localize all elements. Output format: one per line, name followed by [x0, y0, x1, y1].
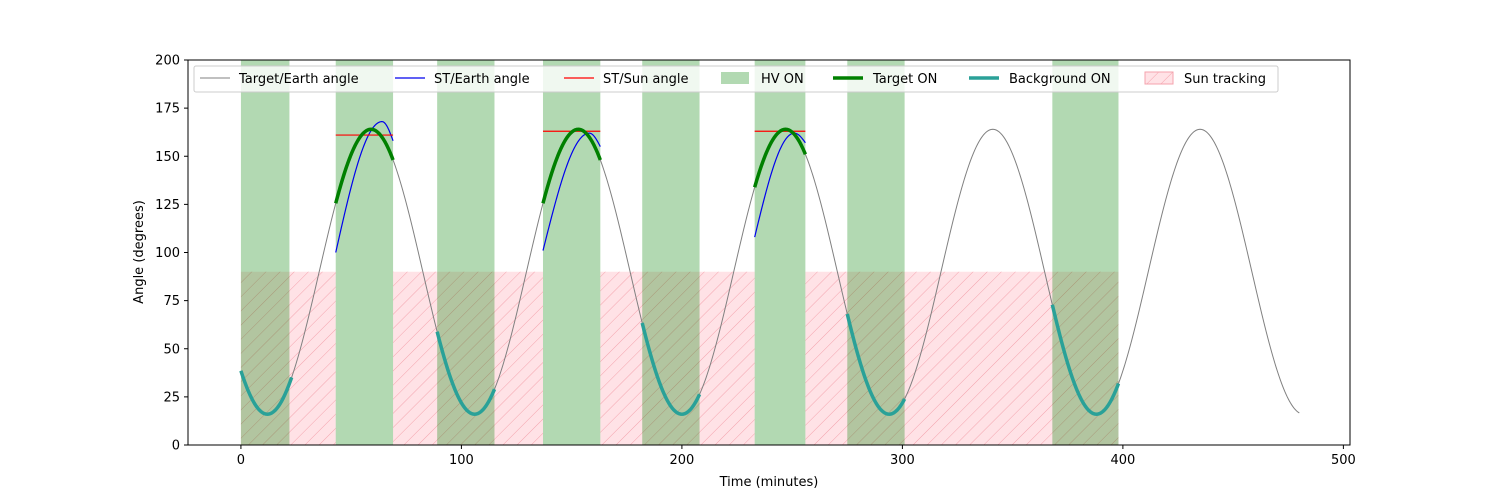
legend-label: Sun tracking: [1184, 72, 1266, 87]
series-lines: [239, 120, 1300, 416]
hv-on-span: [240, 60, 290, 445]
legend-label: Background ON: [1009, 72, 1111, 87]
legend-swatch: [721, 72, 749, 84]
background-on-segment: [640, 322, 702, 416]
x-tick-label: 500: [1331, 453, 1356, 468]
legend-label: ST/Sun angle: [603, 72, 689, 87]
sun-tracking-hatch: [393, 271, 543, 445]
legend-box: [193, 65, 1279, 93]
x-tick-label: 300: [890, 453, 915, 468]
y-tick-label: 175: [155, 102, 180, 117]
x-tick-label: 200: [669, 453, 694, 468]
legend-label: ST/Earth angle: [434, 72, 530, 87]
hv-on-span: [335, 60, 394, 445]
legend: Target/Earth angle ST/Earth angle ST/Sun a…: [193, 65, 1279, 93]
y-axis-ticks: 0 25 50 75 100 125 150 175 200: [155, 54, 188, 454]
x-tick-label: 100: [449, 453, 474, 468]
x-axis-label: Time (minutes): [719, 475, 819, 490]
y-tick-label: 50: [163, 342, 180, 357]
hv-on-span: [847, 60, 905, 445]
target-on-segment: [541, 127, 602, 204]
background-on-segment: [239, 370, 294, 416]
y-tick-label: 125: [155, 198, 180, 213]
y-tick-label: 0: [172, 439, 180, 454]
y-tick-label: 200: [155, 54, 180, 69]
y-axis-label: Angle (degrees): [132, 200, 147, 304]
hv-on-span: [754, 60, 806, 445]
sun-tracking-hatch: [240, 271, 336, 445]
y-tick-label: 150: [155, 150, 180, 165]
x-tick-label: 0: [237, 453, 245, 468]
hv-on-span: [542, 60, 601, 445]
background-on-segment: [845, 313, 907, 416]
legend-label: Target/Earth angle: [238, 72, 359, 87]
background-on-segment: [435, 331, 497, 416]
st-earth-line: [335, 120, 394, 253]
hv-on-span: [437, 60, 495, 445]
sun-tracking-hatch: [600, 271, 755, 445]
st-earth-line: [754, 132, 806, 238]
st-earth-line: [542, 132, 601, 251]
hv-on-span: [642, 60, 700, 445]
y-tick-label: 25: [163, 390, 180, 405]
x-tick-label: 400: [1110, 453, 1135, 468]
legend-label: HV ON: [761, 72, 804, 87]
target-on-segment: [752, 127, 807, 188]
y-tick-label: 75: [163, 294, 180, 309]
plot-area: [239, 60, 1300, 445]
background-on-segment: [1050, 304, 1121, 416]
y-tick-label: 100: [155, 246, 180, 261]
hv-on-regions: [240, 60, 1119, 445]
x-axis-ticks: 0 100 200 300 400 500: [237, 445, 1356, 468]
hv-on-span: [1052, 60, 1119, 445]
legend-label: Target ON: [872, 72, 937, 87]
sun-tracking-regions: [240, 271, 1119, 445]
legend-swatch-hatch: [1145, 72, 1173, 84]
target-on-segment: [334, 127, 395, 204]
